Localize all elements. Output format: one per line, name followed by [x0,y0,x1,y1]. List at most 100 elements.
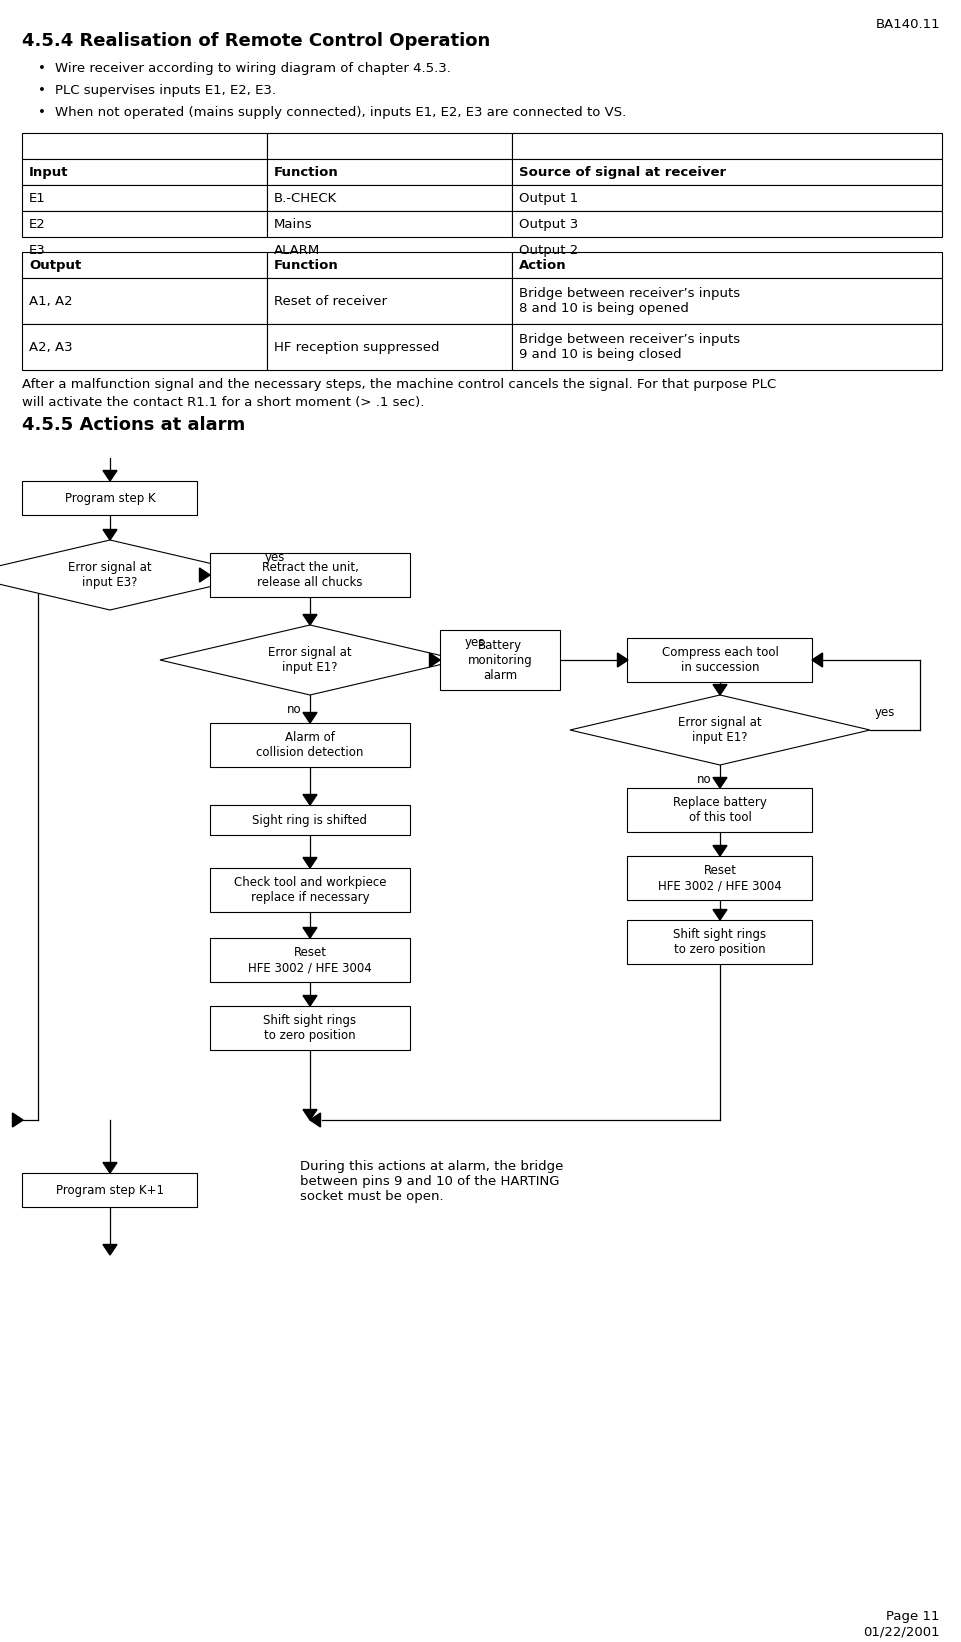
Bar [627,788,812,832]
Polygon shape [303,857,317,869]
Polygon shape [199,568,209,581]
Text: Page 11
01/22/2001: Page 11 01/22/2001 [862,1611,939,1639]
Bar [22,1172,197,1207]
Text: BA140.11: BA140.11 [875,18,939,31]
Text: Wire receiver according to wiring diagram of chapter 4.5.3.: Wire receiver according to wiring diagra… [55,62,451,76]
Bar [22,323,267,369]
Text: no: no [287,703,302,716]
Text: Sight ring is shifted: Sight ring is shifted [252,813,367,826]
Text: yes: yes [464,635,485,649]
Bar [267,159,511,186]
Bar [22,481,197,516]
Polygon shape [103,471,117,481]
Bar [209,805,409,836]
Text: Check tool and workpiece
replace if necessary: Check tool and workpiece replace if nece… [234,875,386,905]
Bar [22,251,267,277]
Text: Error signal at
input E1?: Error signal at input E1? [268,645,352,673]
Text: Input: Input [29,166,68,179]
Bar [267,323,511,369]
Bar [22,133,267,159]
Text: Bridge between receiver’s inputs
8 and 10 is being opened: Bridge between receiver’s inputs 8 and 1… [519,287,739,315]
Polygon shape [617,654,628,667]
Text: Error signal at
input E1?: Error signal at input E1? [678,716,761,744]
Text: yes: yes [264,550,285,563]
Polygon shape [429,654,439,667]
Text: When not operated (mains supply connected), inputs E1, E2, E3 are connected to V: When not operated (mains supply connecte… [55,107,626,118]
Text: Output 3: Output 3 [519,217,578,230]
Text: A2, A3: A2, A3 [29,340,72,353]
Polygon shape [303,614,317,626]
Polygon shape [303,713,317,722]
Bar [511,323,941,369]
Bar [22,212,267,236]
Text: Output 1: Output 1 [519,192,578,205]
Text: A1, A2: A1, A2 [29,294,72,307]
Text: E1: E1 [29,192,46,205]
Polygon shape [712,910,727,920]
Text: ALARM: ALARM [274,243,320,256]
Bar [511,251,941,277]
Polygon shape [712,778,727,788]
Text: Replace battery
of this tool: Replace battery of this tool [673,796,766,824]
Text: •: • [38,62,46,76]
Bar [267,212,511,236]
Text: Alarm of
collision detection: Alarm of collision detection [256,731,363,759]
Polygon shape [103,1245,117,1254]
Text: Function: Function [274,166,338,179]
Bar [209,722,409,767]
Bar [511,212,941,236]
Polygon shape [303,795,317,805]
Bar [22,277,267,323]
Text: PLC supervises inputs E1, E2, E3.: PLC supervises inputs E1, E2, E3. [55,84,276,97]
Text: HF reception suppressed: HF reception suppressed [274,340,439,353]
Text: Output 2: Output 2 [519,243,578,256]
Bar [511,159,941,186]
Text: Action: Action [519,258,566,271]
Text: Error signal at
input E3?: Error signal at input E3? [68,562,152,589]
Polygon shape [303,928,317,938]
Polygon shape [103,1163,117,1172]
Bar [22,159,267,186]
Bar [267,186,511,212]
Bar [511,186,941,212]
Text: Battery
monitoring
alarm: Battery monitoring alarm [467,639,531,681]
Bar [209,938,409,982]
Text: Function: Function [274,258,338,271]
Text: B.-CHECK: B.-CHECK [274,192,337,205]
Text: Output: Output [29,258,81,271]
Text: Reset
HFE 3002 / HFE 3004: Reset HFE 3002 / HFE 3004 [248,946,372,974]
Polygon shape [12,1113,23,1126]
Text: During this actions at alarm, the bridge
between pins 9 and 10 of the HARTING
so: During this actions at alarm, the bridge… [300,1159,563,1204]
Text: Mains: Mains [274,217,312,230]
Text: will activate the contact R1.1 for a short moment (> .1 sec).: will activate the contact R1.1 for a sho… [22,396,424,409]
Polygon shape [0,540,259,609]
Bar [627,920,812,964]
Bar [627,639,812,681]
Text: Retract the unit,
release all chucks: Retract the unit, release all chucks [257,562,362,589]
Polygon shape [103,529,117,540]
Text: Source of signal at receiver: Source of signal at receiver [519,166,726,179]
Bar [209,553,409,598]
Text: Program step K: Program step K [64,491,155,504]
Polygon shape [309,1113,320,1126]
Text: E2: E2 [29,217,46,230]
Bar [267,251,511,277]
Polygon shape [303,1110,317,1120]
Text: E3: E3 [29,243,46,256]
Bar [511,277,941,323]
Polygon shape [712,685,727,695]
Text: After a malfunction signal and the necessary steps, the machine control cancels : After a malfunction signal and the neces… [22,378,776,391]
Text: Shift sight rings
to zero position: Shift sight rings to zero position [673,928,766,956]
Bar [22,186,267,212]
Polygon shape [160,626,459,695]
Text: •: • [38,107,46,118]
Text: Program step K+1: Program step K+1 [56,1184,163,1197]
Bar [209,869,409,911]
Bar [267,133,511,159]
Polygon shape [811,654,822,667]
Bar [511,133,941,159]
Bar [267,277,511,323]
Text: Reset of receiver: Reset of receiver [274,294,386,307]
Bar [209,1007,409,1049]
Text: no: no [697,772,711,785]
